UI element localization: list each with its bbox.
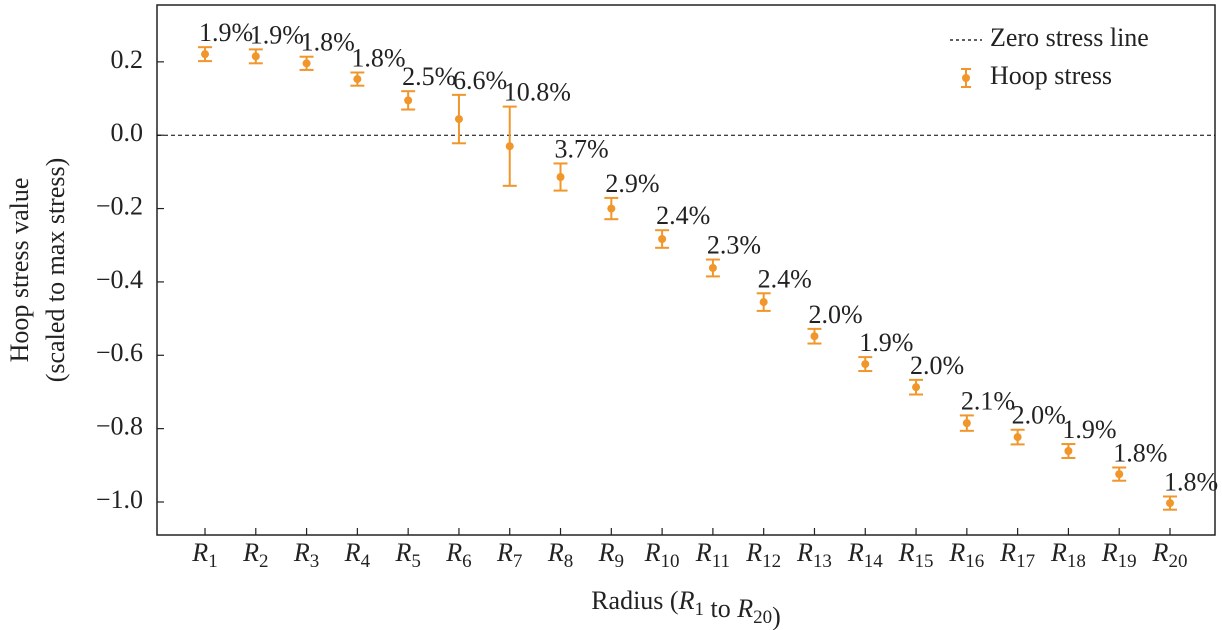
y-tick-label: −1.0 bbox=[96, 485, 143, 514]
point bbox=[708, 263, 717, 272]
annotation: 2.4% bbox=[758, 264, 812, 293]
point bbox=[861, 360, 870, 369]
point bbox=[1013, 433, 1022, 442]
point bbox=[454, 115, 463, 124]
x-tick-label: R13 bbox=[796, 538, 832, 572]
legend-label: Zero stress line bbox=[990, 23, 1149, 52]
x-tick-label: R19 bbox=[1101, 538, 1137, 572]
point bbox=[962, 419, 971, 428]
annotation: 10.8% bbox=[504, 78, 571, 107]
y-tick-label: −0.4 bbox=[96, 265, 143, 294]
x-tick-label: R5 bbox=[394, 538, 420, 572]
annotation: 1.9% bbox=[199, 18, 253, 47]
y-tick-label: 0.0 bbox=[111, 118, 144, 147]
point bbox=[1166, 499, 1174, 508]
annotation: 2.4% bbox=[656, 201, 710, 230]
point bbox=[1115, 470, 1124, 479]
x-tick-label: R17 bbox=[999, 538, 1035, 572]
x-tick-label: R3 bbox=[293, 538, 319, 572]
legend-label: Hoop stress bbox=[990, 61, 1112, 90]
y-tick-label: −0.2 bbox=[96, 192, 143, 221]
point bbox=[556, 173, 565, 182]
x-tick-label: R2 bbox=[242, 538, 268, 572]
point bbox=[505, 142, 514, 151]
x-tick-label: R7 bbox=[496, 538, 522, 572]
x-tick-label: R1 bbox=[191, 538, 217, 572]
x-tick-label: R16 bbox=[948, 538, 984, 572]
annotation: 1.9% bbox=[250, 20, 304, 49]
annotation: 1.8% bbox=[1164, 467, 1218, 496]
point bbox=[201, 50, 209, 59]
point bbox=[810, 332, 819, 341]
x-tick-label: R11 bbox=[695, 538, 730, 572]
annotation: 2.1% bbox=[961, 386, 1015, 415]
y-tick-label: −0.8 bbox=[96, 412, 143, 441]
y-axis-label: (scaled to max stress) bbox=[41, 158, 70, 383]
annotation: 3.7% bbox=[555, 134, 609, 163]
point bbox=[759, 298, 768, 307]
annotation: 2.5% bbox=[402, 62, 456, 91]
x-tick-label: R12 bbox=[745, 538, 781, 572]
x-tick-label: R14 bbox=[847, 538, 883, 572]
point bbox=[404, 96, 413, 105]
x-axis-label: Radius (R1 to R20) bbox=[591, 586, 781, 630]
point bbox=[302, 59, 311, 68]
annotation: 2.9% bbox=[605, 169, 659, 198]
annotation: 1.9% bbox=[1062, 415, 1116, 444]
point bbox=[1064, 447, 1073, 456]
annotation: 2.0% bbox=[808, 300, 862, 329]
annotation: 2.0% bbox=[910, 351, 964, 380]
point bbox=[912, 383, 921, 392]
x-tick-label: R10 bbox=[644, 538, 680, 572]
y-tick-label: 0.2 bbox=[111, 45, 144, 74]
point bbox=[607, 204, 616, 213]
annotation: 1.8% bbox=[351, 43, 405, 72]
point bbox=[251, 52, 260, 61]
annotation: 2.0% bbox=[1012, 401, 1066, 430]
y-axis-label: Hoop stress value bbox=[5, 178, 34, 363]
x-tick-label: R18 bbox=[1050, 538, 1086, 572]
annotation: 2.3% bbox=[707, 231, 761, 260]
x-tick-label: R20 bbox=[1152, 538, 1188, 572]
point bbox=[658, 235, 667, 244]
x-tick-label: R15 bbox=[898, 538, 934, 572]
plot-frame bbox=[156, 4, 1216, 536]
x-tick-label: R6 bbox=[445, 538, 471, 572]
x-tick-label: R8 bbox=[547, 538, 573, 572]
annotation: 1.8% bbox=[301, 28, 355, 57]
y-tick-label: −0.6 bbox=[96, 338, 143, 367]
legend-marker bbox=[962, 74, 970, 82]
annotation: 1.8% bbox=[1113, 438, 1167, 467]
x-tick-label: R9 bbox=[598, 538, 624, 572]
point bbox=[353, 75, 362, 84]
x-tick-label: R4 bbox=[344, 538, 371, 572]
annotation: 1.9% bbox=[859, 328, 913, 357]
annotation: 6.6% bbox=[453, 66, 507, 95]
